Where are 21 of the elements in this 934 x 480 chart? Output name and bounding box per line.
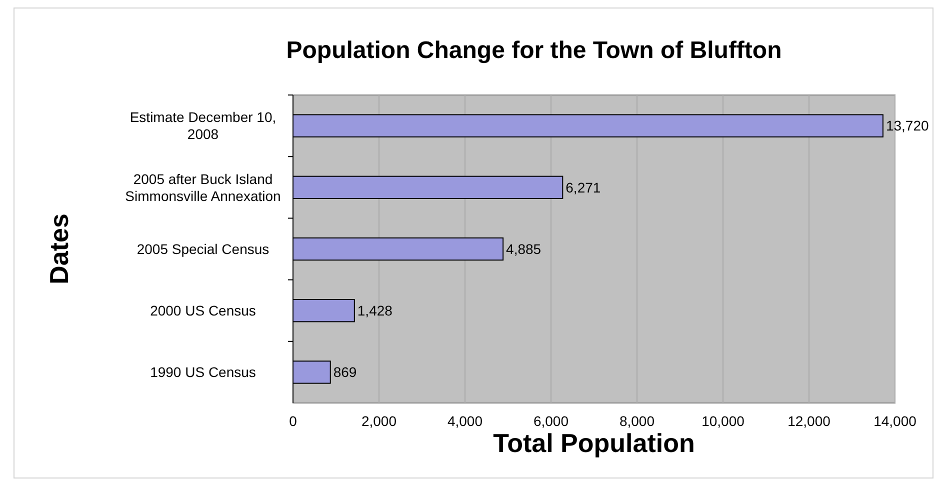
x-tick-label: 8,000 <box>619 413 655 429</box>
data-label: 6,271 <box>566 179 601 196</box>
y-tick-label: Estimate December 10, 2008 <box>130 109 276 142</box>
y-axis-title: Dates <box>44 214 74 284</box>
y-tick-label: 2005 Special Census <box>136 240 270 257</box>
x-tick-label: 2,000 <box>361 413 397 429</box>
x-tick-label: 6,000 <box>533 413 569 429</box>
data-label: 13,720 <box>886 118 929 134</box>
y-tick-label: 2000 US Census <box>150 302 256 318</box>
x-tick-label: 0 <box>289 413 298 429</box>
y-tick-label: 1990 US Census <box>150 364 256 380</box>
x-axis-title: Total Population <box>493 428 695 458</box>
x-tick-label: 14,000 <box>874 413 917 429</box>
chart-title: Population Change for the Town of Bluffton <box>286 37 782 64</box>
data-label: 4,885 <box>506 240 542 257</box>
data-label: 1,428 <box>357 302 393 318</box>
data-label: 869 <box>333 364 357 380</box>
y-tick-label: 2005 after Buck Island Simmonsville Annexation <box>125 170 281 204</box>
x-tick-label: 4,000 <box>447 413 483 429</box>
x-tick-label: 12,000 <box>788 413 831 429</box>
x-tick-label: 10,000 <box>702 413 745 429</box>
